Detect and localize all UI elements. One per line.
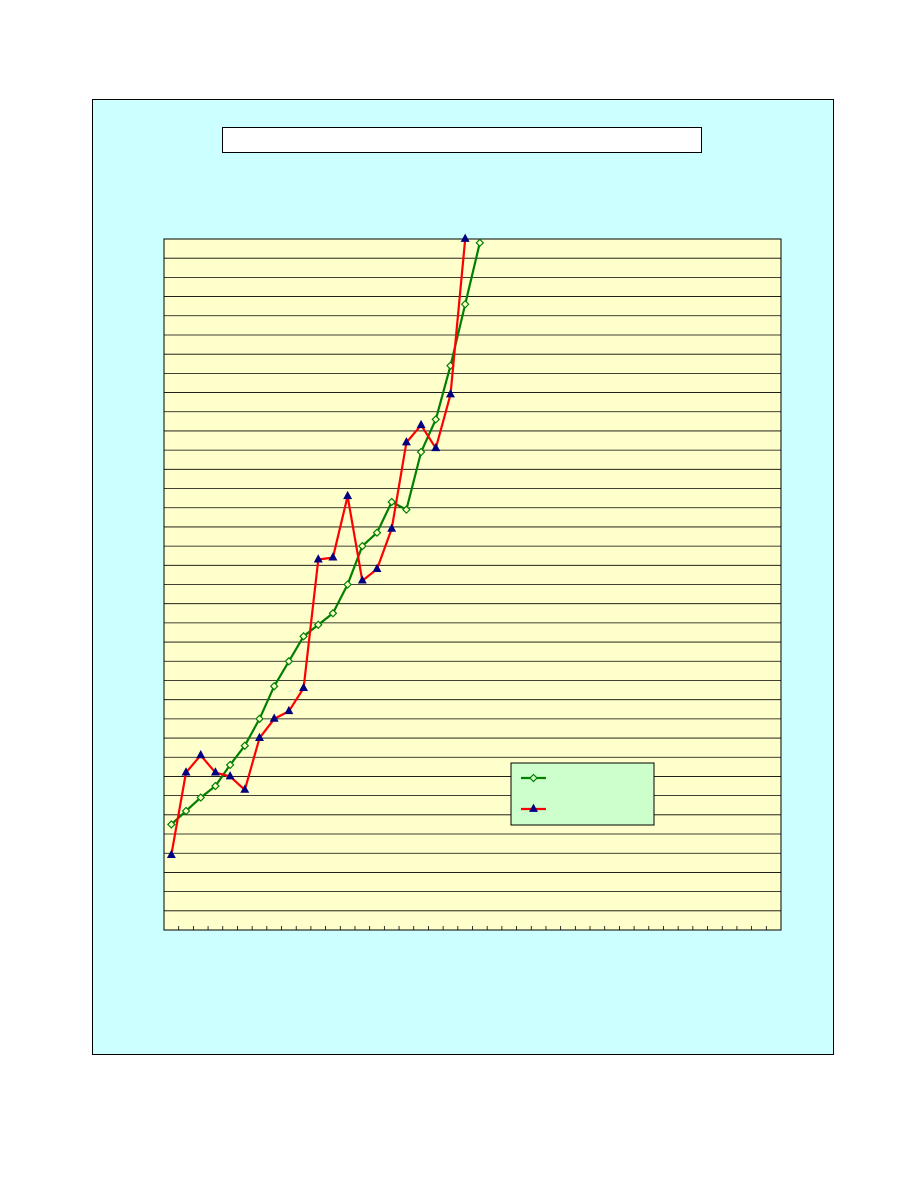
series-2-point	[328, 552, 338, 561]
series-1-point	[460, 299, 470, 309]
series-2-point	[181, 767, 191, 776]
series-1-point	[431, 415, 441, 424]
series-2-point	[387, 523, 397, 532]
series-2-point	[357, 575, 367, 584]
series-2-point	[343, 490, 353, 500]
series-1-point	[416, 447, 426, 457]
series-1-point	[343, 580, 352, 589]
series-2-point	[240, 784, 250, 793]
series-1-point	[328, 608, 338, 618]
series-2-point	[225, 771, 235, 780]
series-1-point	[284, 656, 294, 666]
series-1-point	[211, 781, 220, 791]
chart-title	[222, 127, 702, 153]
series-1-point	[357, 541, 367, 551]
legend-marker-2	[529, 803, 538, 812]
series-1-point	[181, 806, 191, 816]
series-2-point	[401, 437, 411, 446]
series-1-point	[372, 528, 382, 538]
series-1-point	[313, 620, 323, 630]
legend-box	[510, 762, 655, 826]
series-2-point	[313, 554, 323, 563]
series-1-point	[255, 714, 264, 724]
legend-marker-1	[529, 773, 538, 783]
series-2-point	[299, 682, 309, 692]
series-2-point	[445, 389, 455, 398]
series-2-point	[416, 419, 426, 429]
series-2-point	[269, 713, 279, 722]
series-2-point	[284, 705, 294, 715]
series-2-point	[372, 563, 382, 573]
series-2-point	[431, 442, 441, 452]
series-1-point	[299, 631, 308, 641]
series-1-point	[269, 681, 279, 691]
series-2-point	[166, 849, 176, 859]
series-2-point	[255, 732, 264, 741]
series-2-point	[460, 233, 470, 242]
series-1-point	[240, 741, 250, 751]
series-1-point	[402, 505, 411, 514]
series-2-point	[196, 749, 206, 759]
series-1-point	[196, 793, 206, 802]
series-1-point	[387, 497, 397, 507]
series-1-point	[475, 238, 485, 248]
chart-svg	[163, 233, 782, 931]
series-2-point	[210, 767, 220, 776]
chart-area	[92, 99, 834, 1055]
series-1-point	[225, 760, 235, 770]
series-1-point	[166, 820, 176, 829]
